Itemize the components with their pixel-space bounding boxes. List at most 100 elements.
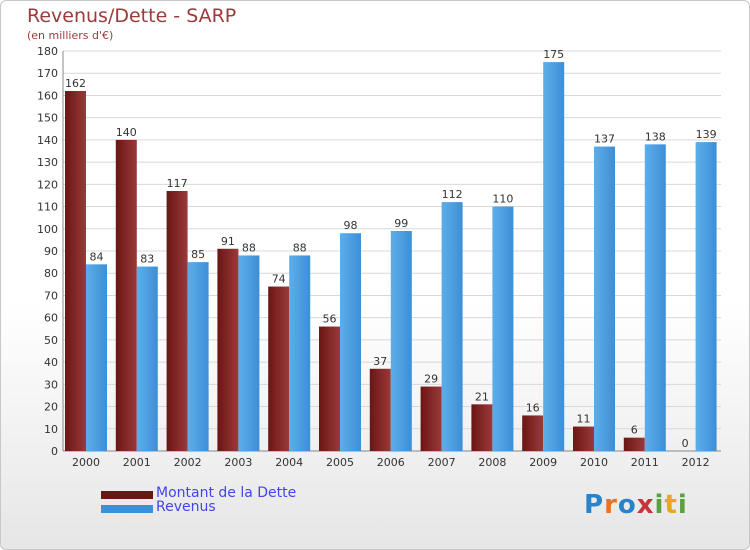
data-label-debt: 16 xyxy=(526,401,540,414)
y-tick-label: 180 xyxy=(37,45,58,58)
y-tick-label: 60 xyxy=(44,312,58,325)
bar-revenue xyxy=(187,262,209,451)
legend-label-revenue: Revenus xyxy=(156,499,216,515)
legend-swatch-revenue xyxy=(101,505,153,513)
data-label-debt: 56 xyxy=(323,313,337,326)
data-label-revenue: 98 xyxy=(344,219,358,232)
chart-title: Revenus/Dette - SARP xyxy=(27,5,237,27)
data-label-revenue: 84 xyxy=(90,250,104,263)
data-label-debt: 117 xyxy=(167,177,188,190)
data-label-debt: 74 xyxy=(272,273,286,286)
y-tick-label: 70 xyxy=(44,289,58,302)
bar-revenue xyxy=(136,266,158,451)
bar-revenue xyxy=(492,206,514,451)
bar-debt xyxy=(319,326,340,451)
bar-debt xyxy=(420,386,442,451)
data-label-debt: 162 xyxy=(65,77,86,90)
data-label-revenue: 139 xyxy=(696,128,717,141)
data-label-debt: 11 xyxy=(577,413,591,426)
y-tick-label: 10 xyxy=(44,423,58,436)
data-label-revenue: 175 xyxy=(543,48,564,61)
data-label-revenue: 88 xyxy=(293,241,307,254)
logo-letter: i xyxy=(654,490,665,520)
y-tick-label: 130 xyxy=(37,156,58,169)
logo-letter: x xyxy=(636,490,655,520)
bar-debt xyxy=(166,191,188,451)
bar-debt xyxy=(573,426,594,451)
data-label-revenue: 88 xyxy=(242,241,256,254)
bar-debt xyxy=(65,91,86,451)
bar-debt xyxy=(115,139,137,451)
y-tick-label: 20 xyxy=(44,401,58,414)
x-tick-label: 2011 xyxy=(631,456,659,469)
legend-label-debt: Montant de la Dette xyxy=(156,485,297,501)
bar-debt xyxy=(522,415,544,451)
x-tick-label: 2008 xyxy=(478,456,506,469)
data-label-revenue: 110 xyxy=(492,193,513,206)
y-tick-label: 90 xyxy=(44,245,58,258)
bar-revenue xyxy=(340,233,361,451)
logo-letter: i xyxy=(677,490,688,520)
data-label-debt: 37 xyxy=(373,355,387,368)
logo-letter: t xyxy=(664,490,678,520)
x-tick-label: 2009 xyxy=(529,456,557,469)
data-labels: 162 84 140 83 117 85 91 88 74 88 56 98 37 99 29 112 21 11… xyxy=(65,48,717,450)
data-label-revenue: 138 xyxy=(645,130,666,143)
data-label-debt: 21 xyxy=(475,390,489,403)
x-tick-label: 2004 xyxy=(275,456,303,469)
chart-subtitle: (en milliers d'€) xyxy=(27,29,114,42)
bar-revenue xyxy=(594,146,615,452)
bars xyxy=(65,62,717,452)
y-tick-label: 110 xyxy=(37,201,58,214)
y-tick-label: 120 xyxy=(37,178,58,191)
x-tick-label: 2000 xyxy=(72,456,100,469)
data-label-revenue: 83 xyxy=(140,253,154,266)
logo-letter: o xyxy=(617,490,637,520)
x-tick-label: 2003 xyxy=(224,456,252,469)
bar-revenue xyxy=(238,255,260,451)
data-label-revenue: 99 xyxy=(394,217,408,230)
bar-revenue xyxy=(441,202,463,451)
bar-debt xyxy=(623,437,645,451)
y-tick-label: 0 xyxy=(51,445,58,458)
bar-debt xyxy=(369,368,391,451)
x-tick-label: 2002 xyxy=(174,456,202,469)
bar-revenue xyxy=(543,62,565,451)
data-label-revenue: 85 xyxy=(191,248,205,261)
y-tick-label: 50 xyxy=(44,334,58,347)
bar-revenue xyxy=(390,231,412,451)
y-tick-label: 170 xyxy=(37,67,58,80)
bar-debt xyxy=(217,248,239,451)
data-label-debt: 140 xyxy=(116,126,137,139)
data-label-debt: 0 xyxy=(682,437,689,450)
logo-letter: P xyxy=(584,490,605,520)
bar-revenue xyxy=(695,142,717,451)
data-label-revenue: 112 xyxy=(442,188,463,201)
x-tick-label: 2005 xyxy=(326,456,354,469)
bar-revenue xyxy=(86,264,107,451)
bar-debt xyxy=(471,404,493,451)
x-tick-label: 2012 xyxy=(682,456,710,469)
y-tick-label: 100 xyxy=(37,223,58,236)
y-tick-label: 140 xyxy=(37,134,58,147)
y-tick-label: 160 xyxy=(37,89,58,102)
x-tick-label: 2001 xyxy=(123,456,151,469)
x-tick-label: 2007 xyxy=(428,456,456,469)
data-label-debt: 91 xyxy=(221,235,235,248)
legend-swatch-debt xyxy=(101,491,153,499)
data-label-debt: 29 xyxy=(424,373,438,386)
y-tick-label: 80 xyxy=(44,267,58,280)
bar-revenue xyxy=(644,144,666,452)
data-label-debt: 6 xyxy=(631,424,638,437)
x-tick-label: 2010 xyxy=(580,456,608,469)
logo-letter: r xyxy=(604,490,618,520)
y-tick-label: 150 xyxy=(37,112,58,125)
bar-debt xyxy=(268,286,290,451)
y-tick-label: 40 xyxy=(44,356,58,369)
x-tick-label: 2006 xyxy=(377,456,405,469)
y-tick-label: 30 xyxy=(44,378,58,391)
x-axis-ticks: 2000 2001 2002 2003 2004 2005 2006 2007 2008 2009… xyxy=(72,456,710,469)
data-label-revenue: 137 xyxy=(594,133,615,146)
